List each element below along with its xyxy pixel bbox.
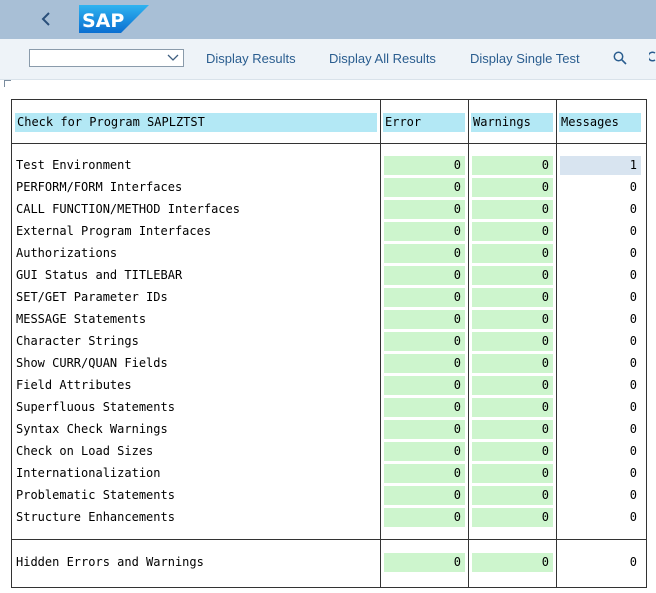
error-count[interactable]: 0: [384, 244, 465, 263]
error-count[interactable]: 0: [384, 420, 465, 439]
messages-count[interactable]: 0: [629, 510, 637, 524]
messages-count[interactable]: 0: [629, 246, 637, 260]
error-count[interactable]: 0: [384, 156, 465, 175]
messages-count[interactable]: 0: [629, 180, 637, 194]
row-label: Character Strings: [16, 334, 139, 348]
messages-count[interactable]: 0: [629, 444, 637, 458]
display-results-button[interactable]: Display Results: [206, 51, 296, 66]
error-count[interactable]: 0: [384, 288, 465, 307]
column-divider: [380, 99, 381, 588]
row-label: SET/GET Parameter IDs: [16, 290, 168, 304]
warnings-count[interactable]: 0: [472, 178, 553, 197]
row-label: Test Environment: [16, 158, 132, 172]
sap-logo-text: SAP: [82, 10, 124, 32]
warnings-count[interactable]: 0: [472, 376, 553, 395]
messages-count[interactable]: 0: [629, 334, 637, 348]
application-toolbar: Display Results Display All Results Disp…: [0, 39, 656, 80]
warnings-count[interactable]: 0: [472, 244, 553, 263]
row-label: Internationalization: [16, 466, 161, 480]
error-count[interactable]: 0: [384, 178, 465, 197]
error-count[interactable]: 0: [384, 486, 465, 505]
messages-count[interactable]: 0: [629, 356, 637, 370]
column-header-messages: Messages: [559, 113, 641, 132]
row-label: Hidden Errors and Warnings: [16, 555, 204, 569]
row-label: Problematic Statements: [16, 488, 175, 502]
error-count[interactable]: 0: [384, 354, 465, 373]
warnings-count[interactable]: 0: [472, 354, 553, 373]
column-header-warnings: Warnings: [471, 113, 553, 132]
warnings-count[interactable]: 0: [472, 420, 553, 439]
back-chevron-icon: [41, 12, 50, 26]
warnings-count[interactable]: 0: [472, 442, 553, 461]
column-header-error: Error: [383, 113, 465, 132]
messages-count[interactable]: 0: [629, 555, 637, 569]
messages-count[interactable]: 1: [560, 156, 641, 175]
messages-count[interactable]: 0: [629, 466, 637, 480]
messages-count[interactable]: 0: [629, 202, 637, 216]
messages-count[interactable]: 0: [629, 290, 637, 304]
row-label: PERFORM/FORM Interfaces: [16, 180, 183, 194]
error-count[interactable]: 0: [384, 553, 465, 572]
warnings-count[interactable]: 0: [472, 200, 553, 219]
header-separator: [11, 143, 647, 144]
column-header-check: Check for Program SAPLZTST: [15, 113, 377, 132]
chevron-down-icon: [167, 54, 179, 61]
messages-count[interactable]: 0: [629, 268, 637, 282]
warnings-count[interactable]: 0: [472, 508, 553, 527]
error-count[interactable]: 0: [384, 200, 465, 219]
display-all-results-button[interactable]: Display All Results: [329, 51, 436, 66]
column-divider: [468, 99, 469, 588]
messages-count[interactable]: 0: [629, 422, 637, 436]
display-single-test-button[interactable]: Display Single Test: [470, 51, 580, 66]
warnings-count[interactable]: 0: [472, 222, 553, 241]
warnings-count[interactable]: 0: [472, 266, 553, 285]
row-label: MESSAGE Statements: [16, 312, 147, 326]
error-count[interactable]: 0: [384, 222, 465, 241]
error-count[interactable]: 0: [384, 508, 465, 527]
warnings-count[interactable]: 0: [472, 486, 553, 505]
table-frame: [11, 99, 647, 588]
row-label: External Program Interfaces: [16, 224, 212, 238]
overflow-search-icon[interactable]: [649, 51, 656, 65]
error-count[interactable]: 0: [384, 398, 465, 417]
row-label: Structure Enhancements: [16, 510, 175, 524]
row-label: Show CURR/QUAN Fields: [16, 356, 168, 370]
search-icon[interactable]: [613, 51, 627, 65]
row-label: Authorizations: [16, 246, 118, 260]
sap-logo: SAP: [79, 5, 149, 38]
messages-count[interactable]: 0: [629, 224, 637, 238]
messages-count[interactable]: 0: [629, 378, 637, 392]
warnings-count[interactable]: 0: [472, 156, 553, 175]
error-count[interactable]: 0: [384, 376, 465, 395]
messages-count[interactable]: 0: [629, 488, 637, 502]
error-count[interactable]: 0: [384, 464, 465, 483]
error-count[interactable]: 0: [384, 266, 465, 285]
column-divider: [556, 99, 557, 588]
row-label: Check on Load Sizes: [16, 444, 154, 458]
splitter-handle: [4, 80, 11, 87]
error-count[interactable]: 0: [384, 310, 465, 329]
messages-count[interactable]: 0: [629, 400, 637, 414]
summary-separator: [11, 539, 647, 540]
row-label: GUI Status and TITLEBAR: [16, 268, 183, 282]
variant-combobox[interactable]: [29, 49, 184, 67]
warnings-count[interactable]: 0: [472, 332, 553, 351]
back-button[interactable]: [34, 6, 58, 32]
error-count[interactable]: 0: [384, 332, 465, 351]
error-count[interactable]: 0: [384, 442, 465, 461]
warnings-count[interactable]: 0: [472, 553, 553, 572]
row-label: Field Attributes: [16, 378, 132, 392]
row-label: Syntax Check Warnings: [16, 422, 168, 436]
warnings-count[interactable]: 0: [472, 310, 553, 329]
messages-count[interactable]: 0: [629, 312, 637, 326]
row-label: Superfluous Statements: [16, 400, 175, 414]
warnings-count[interactable]: 0: [472, 398, 553, 417]
shell-header: SAP: [0, 0, 656, 39]
warnings-count[interactable]: 0: [472, 464, 553, 483]
warnings-count[interactable]: 0: [472, 288, 553, 307]
row-label: CALL FUNCTION/METHOD Interfaces: [16, 202, 240, 216]
